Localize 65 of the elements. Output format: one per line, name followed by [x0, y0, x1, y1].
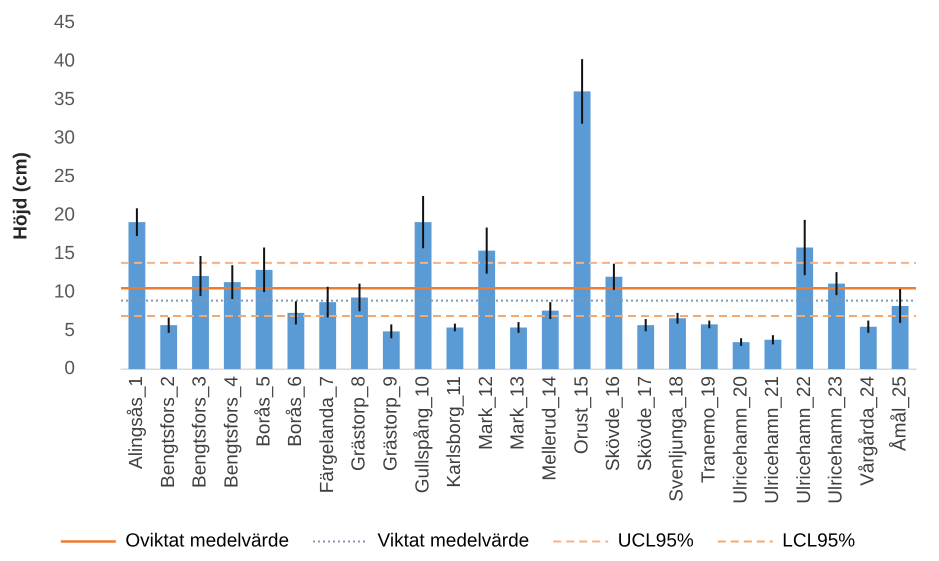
- y-tick-label: 10: [54, 281, 75, 302]
- x-tick-label: Svenljunga_18: [666, 376, 688, 502]
- x-tick-label: Skövde_16: [603, 376, 624, 472]
- y-tick-label: 25: [54, 166, 75, 188]
- x-tick-label: Mark_13: [508, 376, 529, 450]
- bar: [446, 327, 464, 369]
- legend-label: Viktat medelvärde: [378, 530, 530, 552]
- bar: [796, 248, 814, 369]
- y-axis-title: Höjd (cm): [10, 152, 32, 240]
- x-tick-label: Åmål_25: [888, 376, 910, 451]
- x-tick-label: Tranemo_19: [698, 376, 720, 484]
- x-tick-label: Ulricehamn_20: [730, 376, 752, 504]
- bar: [256, 270, 273, 369]
- x-tick-label: Bengtsfors_3: [190, 376, 211, 488]
- x-tick-label: Alingsås_1: [126, 376, 148, 469]
- bar: [382, 331, 400, 369]
- x-tick-label: Orust_15: [571, 376, 592, 454]
- x-tick-label: Borås_6: [285, 376, 306, 447]
- x-tick-label: Ulricehamn_21: [762, 376, 784, 504]
- bar: [828, 284, 845, 369]
- bar: [319, 302, 336, 369]
- y-tick-label: 40: [54, 50, 75, 72]
- x-tick-label: Vårgårda_24: [858, 376, 879, 486]
- x-tick-label: Gullspång_10: [412, 376, 434, 494]
- x-tick-label: Mark_12: [476, 376, 497, 450]
- bar: [764, 340, 782, 369]
- x-tick-label: Skövde_17: [634, 376, 656, 472]
- bar: [892, 306, 909, 369]
- x-tick-label: Borås_5: [253, 376, 274, 447]
- x-tick-label: Färgelanda_7: [316, 376, 338, 494]
- bar: [192, 276, 209, 369]
- x-tick-label: Bengtsfors_4: [222, 376, 243, 488]
- y-tick-label: 35: [54, 89, 75, 110]
- y-tick-label: 45: [54, 12, 75, 34]
- legend-label: UCL95%: [618, 530, 694, 552]
- bar: [860, 326, 877, 369]
- bar: [478, 250, 496, 369]
- bar: [542, 310, 559, 369]
- bar: [574, 91, 591, 369]
- bar: [414, 222, 432, 369]
- x-tick-label: Ulricehamn_22: [794, 376, 815, 504]
- bar: [637, 325, 654, 369]
- y-tick-label: 15: [54, 242, 75, 264]
- bar: [128, 222, 146, 369]
- y-tick-label: 5: [64, 320, 75, 341]
- bar: [510, 327, 527, 369]
- bar: [700, 324, 718, 369]
- x-tick-label: Ulricehamn_23: [826, 376, 847, 504]
- x-tick-label: Karlsborg_11: [444, 376, 466, 488]
- bar: [351, 297, 368, 369]
- legend-label: LCL95%: [782, 530, 856, 552]
- x-tick-label: Mellerud_14: [540, 376, 561, 481]
- y-tick-label: 30: [54, 128, 75, 149]
- x-tick-label: Bengtsfors_2: [158, 376, 179, 488]
- y-tick-label: 0: [64, 358, 75, 380]
- bar: [160, 325, 178, 369]
- x-tick-label: Grästorp_8: [348, 376, 370, 472]
- y-tick-label: 20: [54, 204, 75, 226]
- bar: [224, 282, 241, 369]
- x-tick-label: Grästorp_9: [380, 376, 402, 472]
- bar: [605, 276, 622, 369]
- bar: [732, 342, 750, 369]
- bar: [287, 312, 304, 369]
- legend-label: Oviktat medelvärde: [125, 530, 290, 552]
- bar: [669, 318, 686, 369]
